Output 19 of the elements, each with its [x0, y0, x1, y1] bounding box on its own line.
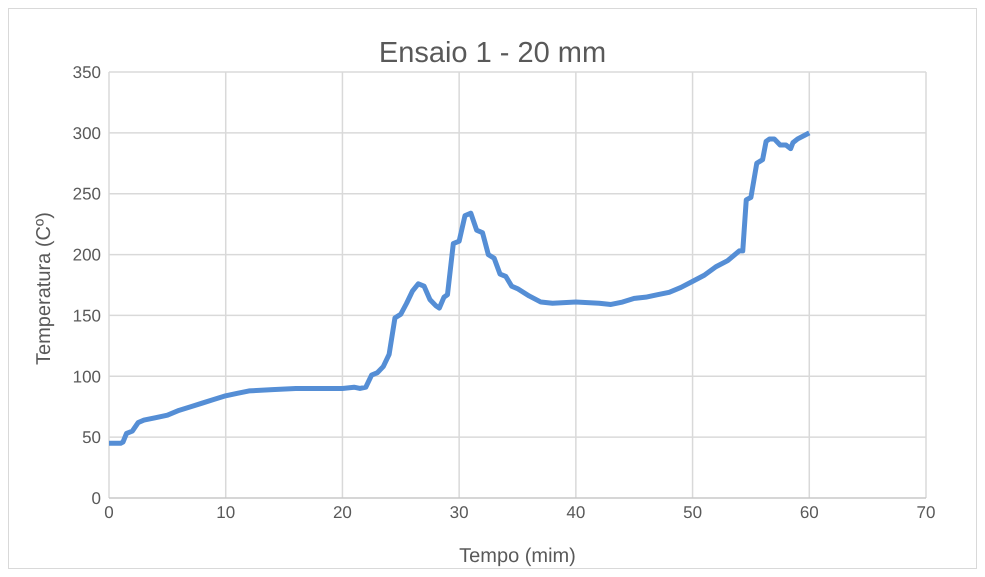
x-tick-label: 30: [450, 503, 469, 522]
x-tick-label: 20: [332, 503, 352, 522]
x-tick-label: 50: [683, 503, 702, 522]
x-tick-label: 70: [916, 503, 936, 522]
x-tick-label: 10: [216, 503, 236, 522]
y-tick-label: 150: [72, 306, 101, 326]
y-tick-label: 250: [72, 184, 101, 204]
y-tick-label: 100: [72, 367, 101, 386]
x-tick-label: 40: [566, 503, 586, 522]
y-axis-title: Temperatura (Cº): [33, 212, 56, 365]
y-tick-label: 0: [92, 489, 101, 508]
x-tick-label: 0: [104, 503, 114, 522]
x-axis-title: Tempo (mim): [459, 545, 576, 567]
y-tick-label: 350: [72, 63, 101, 82]
x-tick-label: 60: [800, 503, 819, 522]
y-tick-label: 50: [82, 428, 101, 448]
y-tick-label: 200: [72, 246, 101, 265]
y-tick-label: 300: [72, 124, 101, 143]
chart-title: Ensaio 1 - 20 mm: [378, 37, 606, 69]
